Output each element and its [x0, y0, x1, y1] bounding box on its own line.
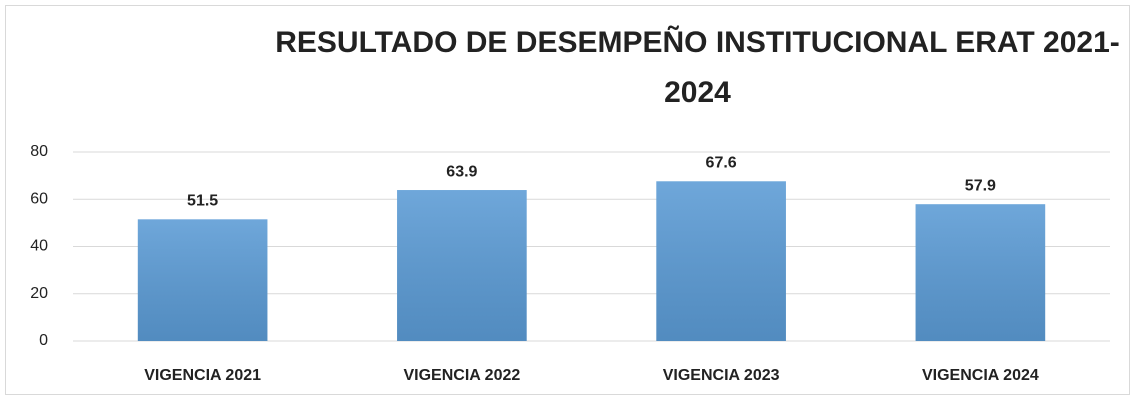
y-tick-label: 80	[30, 143, 48, 160]
chart-title: RESULTADO DE DESEMPEÑO INSTITUCIONAL ERA…	[275, 26, 1120, 109]
x-tick-label: VIGENCIA 2021	[144, 367, 261, 384]
bar-shade	[397, 190, 527, 341]
data-label: 57.9	[965, 177, 996, 194]
bar-shade	[137, 219, 268, 341]
x-tick-label: VIGENCIA 2024	[922, 367, 1039, 384]
bar-shade	[915, 204, 1046, 341]
y-tick-label: 0	[39, 332, 48, 349]
x-tick-label: VIGENCIA 2023	[663, 367, 780, 384]
y-tick-label: 40	[30, 238, 48, 255]
data-label: 67.6	[706, 155, 737, 172]
y-tick-label: 20	[30, 285, 48, 302]
bar-shade	[656, 181, 786, 341]
y-tick-label: 60	[30, 190, 48, 207]
x-tick-label: VIGENCIA 2022	[403, 367, 520, 384]
data-label: 63.9	[446, 163, 477, 180]
chart-border	[5, 5, 1130, 395]
data-label: 51.5	[187, 193, 218, 210]
